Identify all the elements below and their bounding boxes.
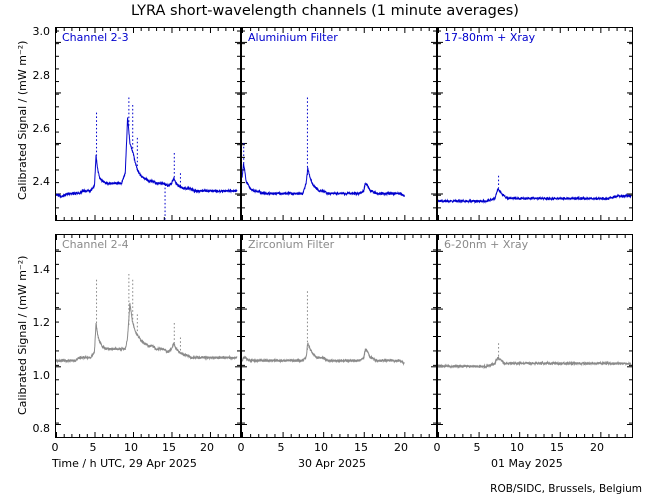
ytick-top-3.0: 3.0 (32, 25, 51, 38)
y-axis-label-bottom: Calibrated Signal / (mW m⁻²) (16, 255, 29, 415)
xtick-left-5: 5 (89, 441, 97, 454)
ytick-bottom-1.0: 1.0 (32, 369, 51, 382)
xtick-left-20: 20 (200, 441, 214, 454)
x-axis-label-mid: 30 Apr 2025 (298, 457, 367, 470)
panel-label-6-20nm-xray: 6-20nm + Xray (444, 238, 529, 251)
panel-label-zirconium-filter: Zirconium Filter (248, 238, 335, 251)
panel-zirconium-filter[interactable]: Zirconium Filter (241, 234, 437, 438)
xtick-left-15: 15 (162, 441, 176, 454)
xtick-left-0: 0 (51, 441, 59, 454)
x-axis-label-left: Time / h UTC, 29 Apr 2025 (52, 457, 197, 470)
xtick-right-10: 10 (510, 441, 524, 454)
panel-aluminium-filter[interactable]: Aluminium Filter (241, 27, 437, 221)
xtick-right-20: 20 (590, 441, 604, 454)
credit-text: ROB/SIDC, Brussels, Belgium (490, 483, 642, 495)
xtick-mid-0: 0 (237, 441, 245, 454)
xtick-mid-15: 15 (354, 441, 368, 454)
ytick-bottom-1.4: 1.4 (32, 263, 51, 276)
xtick-mid-20: 20 (394, 441, 408, 454)
xtick-right-0: 0 (433, 441, 441, 454)
xtick-left-10: 10 (124, 441, 138, 454)
xtick-mid-10: 10 (314, 441, 328, 454)
chart-title: LYRA short-wavelength channels (1 minute… (131, 3, 519, 19)
ytick-top-2.6: 2.6 (32, 122, 51, 135)
panel-channel-2-3[interactable]: Channel 2-3 (55, 27, 241, 221)
xtick-mid-5: 5 (277, 441, 285, 454)
plot-zirconium-filter (242, 235, 436, 437)
xtick-right-15: 15 (550, 441, 564, 454)
x-axis-label-right: 01 May 2025 (491, 457, 563, 470)
panel-6-20nm-xray[interactable]: 6-20nm + Xray (437, 234, 633, 438)
panel-label-channel-2-4: Channel 2-4 (62, 238, 129, 251)
panel-label-17-80nm-xray: 17-80nm + Xray (444, 31, 536, 44)
ytick-bottom-1.2: 1.2 (32, 316, 51, 329)
panel-label-aluminium-filter: Aluminium Filter (248, 31, 338, 44)
plot-channel-2-3 (56, 28, 240, 220)
plot-channel-2-4 (56, 235, 240, 437)
ytick-top-2.4: 2.4 (32, 175, 51, 188)
plot-aluminium-filter (242, 28, 436, 220)
plot-6-20nm-xray (438, 235, 632, 437)
panel-label-channel-2-3: Channel 2-3 (62, 31, 129, 44)
ytick-top-2.8: 2.8 (32, 69, 51, 82)
xtick-right-5: 5 (473, 441, 481, 454)
ytick-bottom-0.8: 0.8 (32, 422, 51, 435)
panel-channel-2-4[interactable]: Channel 2-4 (55, 234, 241, 438)
panel-17-80nm-xray[interactable]: 17-80nm + Xray (437, 27, 633, 221)
plot-17-80nm-xray (438, 28, 632, 220)
